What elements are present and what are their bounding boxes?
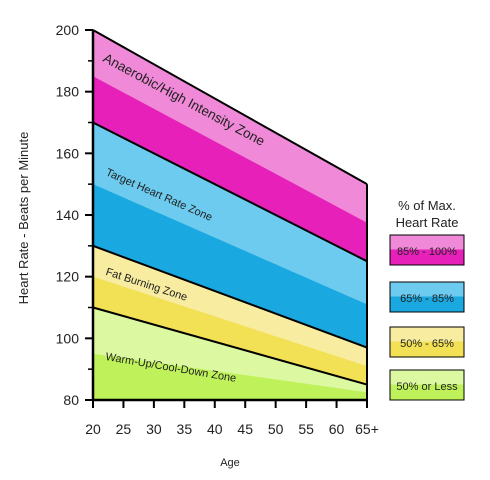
legend-title: % of Max. Heart Rate	[396, 198, 459, 230]
legend-label-1: 85% - 100%	[397, 246, 457, 258]
x-axis-label: Age	[220, 457, 240, 469]
x-tick-label: 25	[116, 421, 132, 437]
x-tick-label: 45	[237, 421, 253, 437]
legend-swatch-light-4	[390, 370, 464, 385]
zone-light-band-1	[93, 30, 367, 223]
zone-light-band-4	[93, 307, 367, 393]
x-tick-label: 40	[207, 421, 223, 437]
boundary-line-1	[92, 121, 368, 263]
zone-light-band-3	[93, 245, 367, 367]
y-tick-label: 120	[56, 269, 80, 285]
x-tick-label: 50	[268, 421, 284, 437]
legend-title-line-1: % of Max.	[398, 198, 456, 213]
x-tick-label: 55	[298, 421, 314, 437]
boundary-line-2	[92, 244, 368, 349]
max-heart-rate-line	[92, 29, 368, 186]
legend-label-4: 50% or Less	[396, 381, 458, 393]
x-tick-label: 20	[85, 421, 101, 437]
y-tick-label: 200	[56, 22, 80, 38]
x-tick-label: 65+	[355, 421, 379, 437]
y-tick-label: 160	[56, 145, 80, 161]
x-tick-label: 35	[177, 421, 193, 437]
zone-boundary-lines	[92, 29, 368, 400]
boundary-line-3	[92, 306, 368, 386]
legend-swatch-light-2	[390, 282, 464, 297]
legend-label-2: 65% - 85%	[400, 293, 454, 305]
y-tick-label: 80	[63, 392, 79, 408]
zone-light-band-2	[93, 122, 367, 305]
y-ticks: 80 100 120 140 160 180 200	[56, 22, 93, 408]
legend-swatch-light-1	[390, 235, 464, 250]
y-tick-label: 180	[56, 84, 80, 100]
y-tick-label: 140	[56, 207, 80, 223]
y-axis-label: Heart Rate - Beats per Minute	[16, 132, 31, 305]
legend-swatch-light-3	[390, 327, 464, 342]
legend-label-3: 50% - 65%	[400, 338, 454, 350]
x-tick-label: 30	[146, 421, 162, 437]
y-tick-label: 100	[56, 330, 80, 346]
zone-areas	[93, 30, 367, 400]
legend: % of Max. Heart Rate 85% - 100% 65% - 85% 5…	[389, 198, 465, 401]
x-ticks: 20 25 30 35 40 45 50 55 60 65+	[85, 400, 379, 437]
legend-title-line-2: Heart Rate	[396, 215, 459, 230]
x-tick-label: 60	[329, 421, 345, 437]
